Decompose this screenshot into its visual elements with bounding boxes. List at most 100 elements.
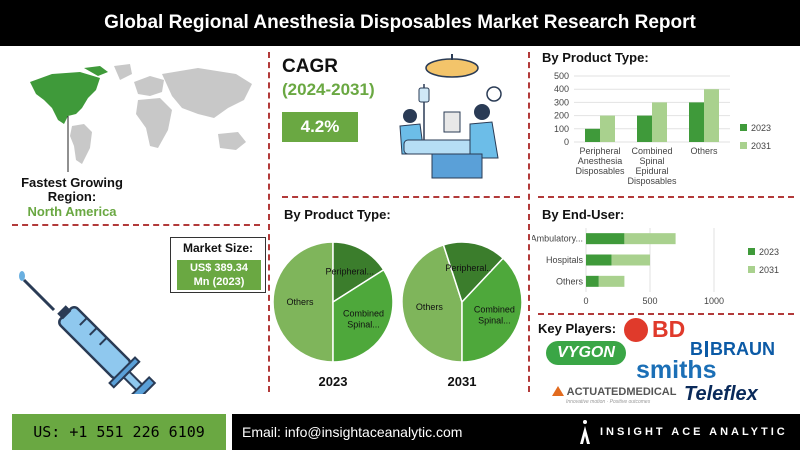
- x-tick-label: Anesthesia: [578, 156, 623, 166]
- bar-2031: [652, 102, 667, 142]
- y-tick-label: 0: [564, 137, 569, 147]
- x-tick-label: 500: [642, 296, 657, 306]
- y-tick-label: 100: [554, 124, 569, 134]
- pie-slice-label: Spinal...: [347, 319, 380, 329]
- legend-label: 2023: [751, 123, 771, 133]
- pie-slice: [332, 241, 385, 304]
- pie-slice-label: Combined: [343, 308, 384, 318]
- bar-2031: [611, 254, 650, 266]
- actuated-tagline: Innovative motion · Positive outcomes: [566, 399, 651, 405]
- world-map-icon: [30, 64, 252, 172]
- pie-slice-label: Spinal...: [478, 315, 511, 325]
- region-label: Fastest Growing Region:: [21, 175, 123, 204]
- bar-2031: [598, 275, 625, 287]
- actuated-triangle-icon: [552, 386, 564, 396]
- market-size-value-line1: US$ 389.34: [189, 262, 249, 274]
- divider-right-h1: [538, 196, 794, 198]
- end-user-bar-chart: 0 500 1000 Ambulatory... Hospitals Others 2023…: [532, 228, 779, 306]
- vygon-logo: VYGON: [546, 341, 626, 365]
- teleflex-logo: Teleflex: [684, 383, 758, 405]
- pie-slice: [401, 243, 463, 363]
- report-title: Global Regional Anesthesia Disposables M…: [104, 12, 696, 33]
- pie-year-label: 2023: [319, 374, 348, 389]
- legend-swatch: [748, 266, 755, 273]
- market-size-value: US$ 389.34 Mn (2023): [177, 260, 261, 290]
- bbraun-logo-b: B: [690, 339, 703, 359]
- footer-bar: Email: info@insightaceanalytic.com INSIG…: [232, 414, 800, 450]
- bar-2031: [624, 233, 676, 245]
- bar-2023: [689, 102, 704, 142]
- legend-label: 2031: [751, 141, 771, 151]
- bd-sun-icon: [624, 318, 648, 342]
- footer-phone-box: US: +1 551 226 6109: [12, 414, 226, 450]
- bar-2031: [704, 89, 719, 142]
- divider-left-h: [12, 224, 260, 226]
- divider-mid-h: [282, 196, 520, 198]
- pie-slice-label: Peripheral...: [325, 267, 374, 277]
- y-tick-label: 300: [554, 97, 569, 107]
- actuated-medical-logo: ACTUATEDMEDICAL: [552, 386, 676, 398]
- pie-slice: [442, 241, 505, 304]
- cagr-value: 4.2%: [282, 112, 358, 142]
- cagr-period: (2024-2031): [282, 80, 375, 99]
- pie-year-label: 2031: [448, 374, 477, 389]
- pie-section-title: By Product Type:: [284, 207, 391, 222]
- x-tick-label: Epidural: [635, 166, 668, 176]
- bar-2023: [586, 254, 612, 266]
- bbraun-logo-text: BRAUN: [710, 339, 775, 359]
- y-tick-label: 200: [554, 111, 569, 121]
- legend-label: 2031: [759, 265, 779, 275]
- bar-2023: [585, 128, 600, 142]
- x-tick-label: 0: [583, 296, 588, 306]
- legend-swatch: [740, 142, 747, 149]
- smiths-logo: smiths: [636, 356, 717, 384]
- x-tick-label: Combined: [631, 146, 672, 156]
- legend-label: 2023: [759, 247, 779, 257]
- bar-2023: [637, 115, 652, 142]
- divider-right: [528, 52, 530, 392]
- footer-brand: INSIGHT ACE ANALYTIC: [600, 426, 788, 438]
- report-title-bar: Global Regional Anesthesia Disposables M…: [0, 0, 800, 46]
- pie-slice-label: Peripheral...: [445, 263, 494, 273]
- y-tick-label: 500: [554, 71, 569, 81]
- syringe-icon: [19, 271, 157, 394]
- footer-phone[interactable]: US: +1 551 226 6109: [33, 423, 205, 441]
- y-tick-label: 400: [554, 84, 569, 94]
- x-tick-label: Disposables: [575, 166, 625, 176]
- market-size-value-line2: Mn (2023): [193, 276, 245, 288]
- bar-2023: [586, 233, 625, 245]
- bd-logo: BD: [652, 316, 686, 342]
- pie-slice-label: Combined: [474, 304, 515, 314]
- brand-logo-icon: [580, 420, 590, 444]
- x-tick-label: Disposables: [627, 176, 677, 186]
- y-tick-label: Ambulatory...: [532, 234, 583, 244]
- cagr-title: CAGR: [282, 56, 338, 77]
- region-value: North America: [27, 204, 117, 219]
- legend-swatch: [748, 248, 755, 255]
- pie-slice-label: Others: [416, 302, 444, 312]
- bbraun-logo: B BRAUN: [690, 339, 775, 360]
- y-tick-label: Others: [556, 276, 584, 286]
- market-size-label: Market Size:: [182, 241, 254, 255]
- divider-right-h2: [538, 313, 794, 315]
- legend-swatch: [740, 124, 747, 131]
- pie-slice: [461, 257, 523, 363]
- x-tick-label: Spinal: [639, 156, 664, 166]
- footer-email[interactable]: Email: info@insightaceanalytic.com: [242, 424, 463, 440]
- vygon-logo-text: VYGON: [557, 344, 615, 361]
- market-size-box: Market Size: US$ 389.34 Mn (2023): [170, 237, 266, 293]
- bar-chart-title: By Product Type:: [542, 50, 649, 65]
- x-tick-label: 1000: [704, 296, 724, 306]
- surgery-illustration-icon: [399, 54, 502, 179]
- y-tick-label: Hospitals: [546, 255, 584, 265]
- pie-slice: [272, 241, 334, 363]
- pie-slice-label: Others: [286, 297, 314, 307]
- x-tick-label: Others: [690, 146, 718, 156]
- product-type-bar-chart: 0100200300400500PeripheralAnesthesiaDisp…: [554, 71, 771, 186]
- bar-2023: [586, 275, 599, 287]
- product-type-pie-charts: OthersPeripheral...CombinedSpinal...2023…: [272, 241, 523, 389]
- x-tick-label: Peripheral: [579, 146, 620, 156]
- bar-2031: [600, 115, 615, 142]
- divider-left: [268, 52, 270, 392]
- pie-slice: [332, 268, 394, 363]
